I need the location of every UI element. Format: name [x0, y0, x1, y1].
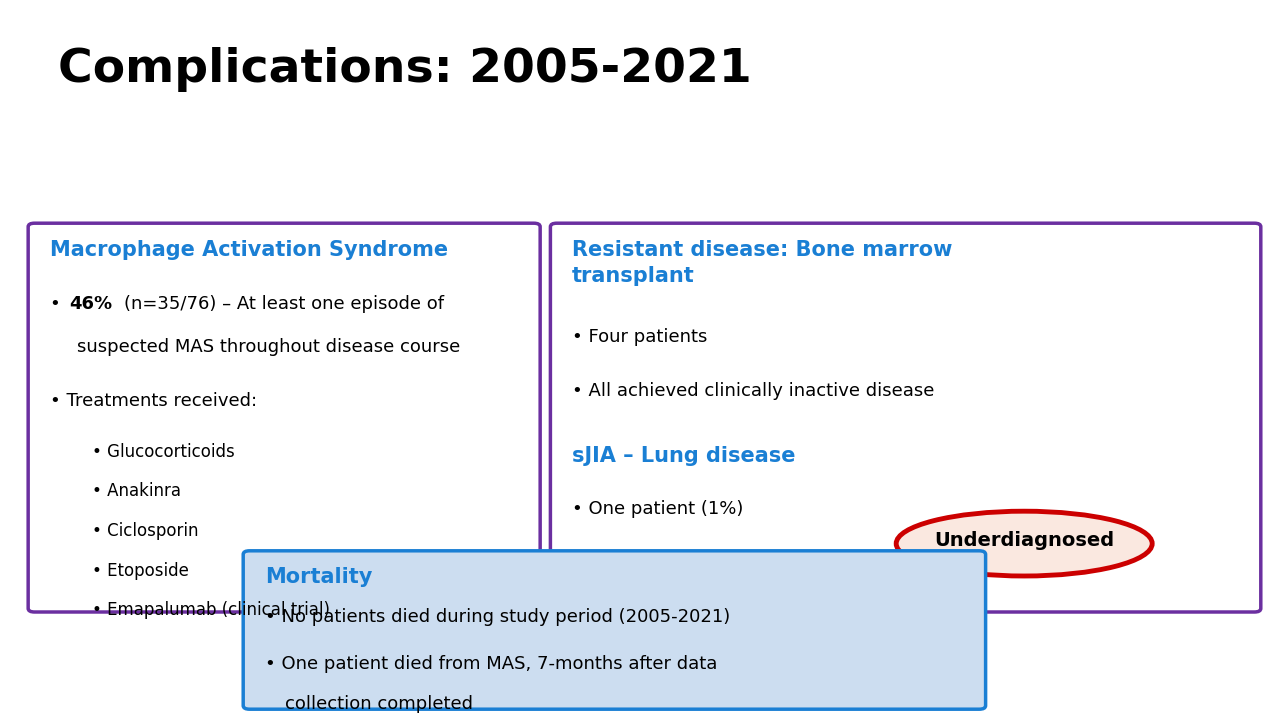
- Text: suspected MAS throughout disease course: suspected MAS throughout disease course: [77, 338, 460, 356]
- Text: • Four patients: • Four patients: [572, 328, 708, 346]
- FancyBboxPatch shape: [28, 223, 540, 612]
- Text: Underdiagnosed: Underdiagnosed: [934, 531, 1115, 549]
- Text: sJIA – Lung disease: sJIA – Lung disease: [572, 446, 796, 467]
- Text: • All achieved clinically inactive disease: • All achieved clinically inactive disea…: [572, 382, 934, 400]
- Text: • Anakinra: • Anakinra: [92, 482, 182, 500]
- Text: Mortality: Mortality: [265, 567, 372, 588]
- Text: collection completed: collection completed: [285, 695, 474, 713]
- FancyBboxPatch shape: [243, 551, 986, 709]
- Text: Complications: 2005-2021: Complications: 2005-2021: [58, 47, 751, 91]
- FancyBboxPatch shape: [550, 223, 1261, 612]
- Text: (n=35/76) – At least one episode of: (n=35/76) – At least one episode of: [124, 295, 444, 313]
- Text: • Emapalumab (clinical trial): • Emapalumab (clinical trial): [92, 601, 330, 619]
- Text: • Etoposide: • Etoposide: [92, 562, 189, 580]
- Text: •: •: [50, 295, 67, 313]
- Text: 46%: 46%: [69, 295, 113, 313]
- Text: • Ciclosporin: • Ciclosporin: [92, 522, 198, 540]
- Text: Resistant disease: Bone marrow
transplant: Resistant disease: Bone marrow transplan…: [572, 240, 952, 286]
- Text: • One patient died from MAS, 7-months after data: • One patient died from MAS, 7-months af…: [265, 655, 717, 673]
- Text: • Glucocorticoids: • Glucocorticoids: [92, 443, 236, 461]
- Text: • No patients died during study period (2005-2021): • No patients died during study period (…: [265, 608, 730, 626]
- Text: • One patient (1%): • One patient (1%): [572, 500, 744, 518]
- Text: • Treatments received:: • Treatments received:: [50, 392, 257, 410]
- Text: Macrophage Activation Syndrome: Macrophage Activation Syndrome: [50, 240, 448, 260]
- Ellipse shape: [896, 511, 1152, 576]
